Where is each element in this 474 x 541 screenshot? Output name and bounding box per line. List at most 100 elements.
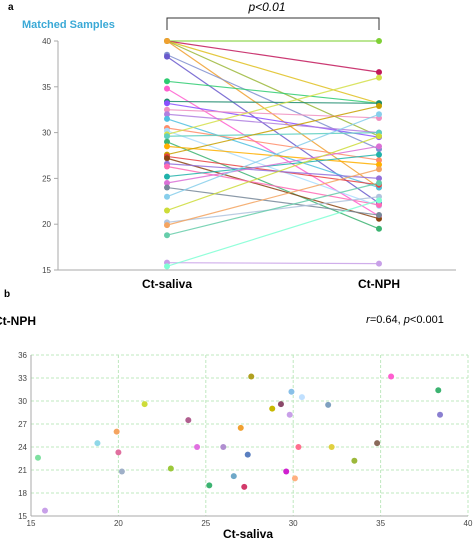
series-line <box>166 163 380 179</box>
x-tick-label: 40 <box>464 519 473 528</box>
point-ct-nph <box>376 201 382 208</box>
point-ct-saliva <box>164 263 170 270</box>
point-ct-saliva <box>164 155 170 162</box>
point-ct-nph <box>376 69 382 76</box>
point-ct-saliva <box>164 85 170 92</box>
y-tick-label: 21 <box>18 466 27 475</box>
point-ct-saliva <box>164 163 170 170</box>
y-tick-label: 27 <box>18 420 27 429</box>
point-ct-saliva <box>164 38 170 44</box>
point-ct-saliva <box>164 53 170 60</box>
point-ct-nph <box>376 175 382 182</box>
series-line <box>166 105 380 156</box>
x-tick-label: 30 <box>289 519 298 528</box>
scatter-point <box>291 475 298 482</box>
series-line <box>166 100 380 104</box>
scatter-point <box>295 444 302 450</box>
series-line <box>166 77 380 136</box>
point-ct-nph <box>376 212 382 219</box>
panel-a-tag: a <box>8 2 14 13</box>
y-tick-label: 20 <box>42 220 51 229</box>
scatter-point <box>374 440 381 447</box>
series-line <box>166 182 380 236</box>
panel-a-title: Matched Samples <box>22 19 115 31</box>
y-tick-label: 15 <box>42 266 51 275</box>
y-axis-title: Ct-NPH <box>0 314 36 328</box>
y-tick-label: 30 <box>18 397 27 406</box>
series-line <box>166 40 380 137</box>
series-line <box>166 109 380 119</box>
scatter-point <box>94 440 101 447</box>
y-tick-label: 18 <box>18 489 27 498</box>
point-ct-nph <box>376 111 382 118</box>
x-tick-label: 25 <box>201 519 210 528</box>
scatter-point <box>220 444 227 450</box>
point-ct-nph <box>376 74 382 81</box>
point-ct-nph <box>376 133 382 140</box>
series-line <box>166 153 380 178</box>
significance-label: p<0.01 <box>247 0 285 14</box>
scatter-point <box>115 449 122 456</box>
scatter-point <box>286 411 293 418</box>
scatter-point <box>437 411 444 418</box>
scatter-point <box>185 417 192 424</box>
point-ct-nph <box>376 166 382 173</box>
scatter-chart: 15 18 21 24 27 30 33 36 15 20 25 30 35 40 Ct-NPH Ct-sal… <box>0 314 473 541</box>
point-ct-nph <box>376 157 382 164</box>
scatter-point <box>277 401 284 408</box>
panel-b-tag: b <box>4 289 10 300</box>
series-line <box>166 113 380 198</box>
x-category-label: Ct-saliva <box>142 277 192 291</box>
x-axis-title: Ct-saliva <box>223 527 273 541</box>
scatter-point <box>113 428 120 435</box>
point-ct-nph <box>376 161 382 168</box>
x-tick-label: 35 <box>376 519 385 528</box>
scatter-point <box>298 394 305 401</box>
stat-r-symbol: r <box>366 314 371 326</box>
scatter-point <box>206 482 213 489</box>
scatter-point <box>288 388 295 395</box>
point-ct-saliva <box>164 193 170 200</box>
scatter-point <box>41 507 48 514</box>
y-tick-label: 30 <box>42 129 51 138</box>
scatter-point <box>194 444 201 450</box>
point-ct-nph <box>376 143 382 150</box>
point-ct-saliva <box>164 232 170 239</box>
series-line <box>166 113 380 134</box>
series-line <box>166 199 380 267</box>
point-ct-nph <box>376 179 382 186</box>
scatter-point <box>248 373 255 380</box>
scatter-point <box>141 401 148 408</box>
scatter-point <box>283 468 290 475</box>
y-tick-label: 15 <box>18 512 27 521</box>
point-ct-nph <box>376 260 382 267</box>
y-tick-label: 40 <box>42 37 51 46</box>
point-ct-saliva <box>164 106 170 113</box>
point-ct-nph <box>376 151 382 158</box>
scatter-point <box>237 424 244 431</box>
series-line <box>166 40 380 73</box>
y-tick-label: 25 <box>42 174 51 183</box>
series-line <box>166 157 380 220</box>
series-line <box>166 132 380 137</box>
point-ct-saliva <box>164 179 170 186</box>
point-ct-saliva <box>164 115 170 122</box>
scatter-point <box>230 473 237 480</box>
scatter-point <box>388 373 395 380</box>
y-tick-label: 35 <box>42 83 51 92</box>
point-ct-nph <box>376 103 382 110</box>
point-ct-nph <box>376 197 382 204</box>
x-tick-label: 15 <box>27 519 36 528</box>
series-line <box>166 135 380 212</box>
series-line <box>166 102 380 138</box>
x-tick-label: 20 <box>114 519 123 528</box>
series-line <box>166 40 380 104</box>
point-ct-nph <box>376 225 382 232</box>
scatter-point <box>328 444 335 450</box>
paired-line-chart: 15 20 25 30 35 40 Ct-saliva Ct-NPH <box>42 37 456 291</box>
scatter-point <box>167 465 174 472</box>
series-line <box>166 130 380 207</box>
point-ct-saliva <box>164 111 170 118</box>
x-category-label: Ct-NPH <box>358 277 400 291</box>
